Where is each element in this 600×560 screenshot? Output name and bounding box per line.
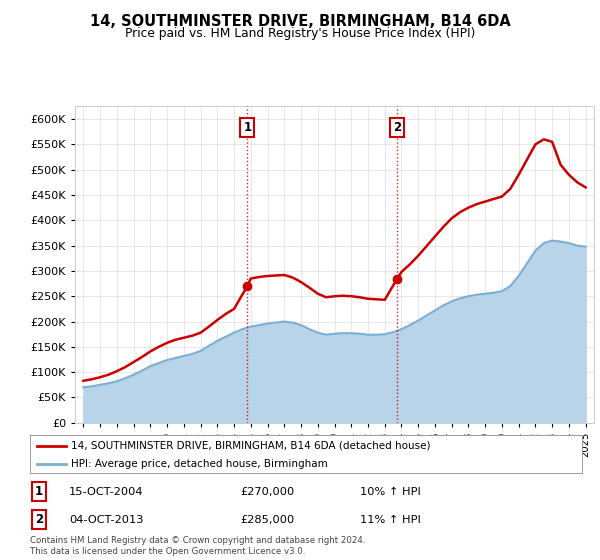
Text: 2: 2 <box>393 120 401 134</box>
Text: £285,000: £285,000 <box>240 515 294 525</box>
Text: Contains HM Land Registry data © Crown copyright and database right 2024.
This d: Contains HM Land Registry data © Crown c… <box>30 536 365 556</box>
Text: 10% ↑ HPI: 10% ↑ HPI <box>360 487 421 497</box>
Text: 15-OCT-2004: 15-OCT-2004 <box>69 487 143 497</box>
Text: 1: 1 <box>243 120 251 134</box>
Text: 14, SOUTHMINSTER DRIVE, BIRMINGHAM, B14 6DA: 14, SOUTHMINSTER DRIVE, BIRMINGHAM, B14 … <box>89 14 511 29</box>
Text: 11% ↑ HPI: 11% ↑ HPI <box>360 515 421 525</box>
Text: 1: 1 <box>35 485 43 498</box>
Text: £270,000: £270,000 <box>240 487 294 497</box>
Text: 2: 2 <box>35 513 43 526</box>
Text: 04-OCT-2013: 04-OCT-2013 <box>69 515 143 525</box>
Text: HPI: Average price, detached house, Birmingham: HPI: Average price, detached house, Birm… <box>71 459 328 469</box>
Text: 14, SOUTHMINSTER DRIVE, BIRMINGHAM, B14 6DA (detached house): 14, SOUTHMINSTER DRIVE, BIRMINGHAM, B14 … <box>71 441 431 451</box>
Text: Price paid vs. HM Land Registry's House Price Index (HPI): Price paid vs. HM Land Registry's House … <box>125 27 475 40</box>
